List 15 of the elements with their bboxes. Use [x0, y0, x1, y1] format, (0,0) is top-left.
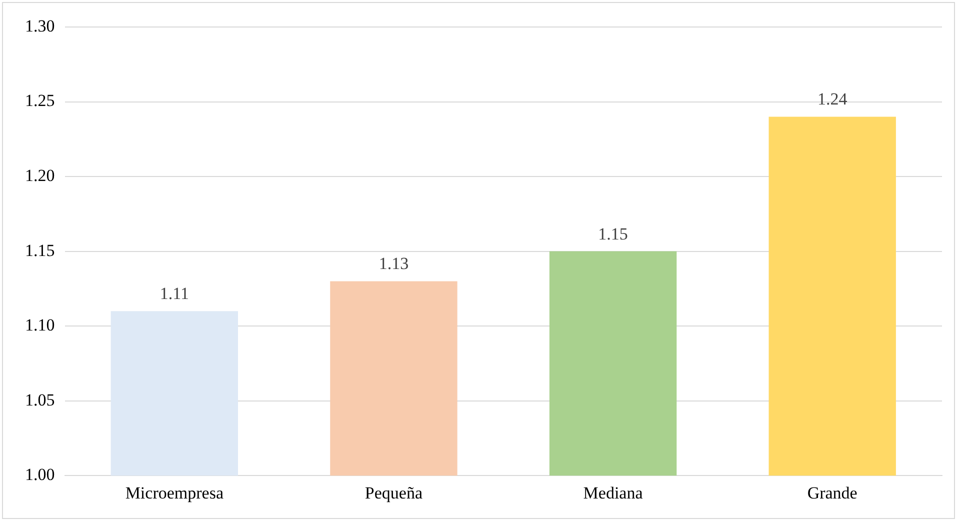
- x-tick-label: Mediana: [583, 483, 644, 502]
- x-tick-label: Grande: [807, 483, 858, 502]
- data-label: 1.13: [378, 254, 409, 274]
- data-label: 1.24: [817, 90, 848, 109]
- y-tick-label: 1.25: [25, 91, 55, 110]
- y-tick-label: 1.05: [25, 390, 55, 410]
- y-tick-label: 1.30: [25, 16, 55, 36]
- y-tick-label: 1.10: [25, 316, 55, 335]
- x-tick-label: Pequeña: [364, 483, 423, 502]
- x-tick-label: Microempresa: [125, 483, 224, 502]
- y-tick-label: 1.15: [25, 240, 55, 260]
- data-label: 1.15: [598, 224, 628, 244]
- data-label: 1.11: [160, 284, 189, 304]
- y-tick-label: 1.00: [25, 465, 55, 484]
- y-tick-label: 1.20: [25, 166, 55, 185]
